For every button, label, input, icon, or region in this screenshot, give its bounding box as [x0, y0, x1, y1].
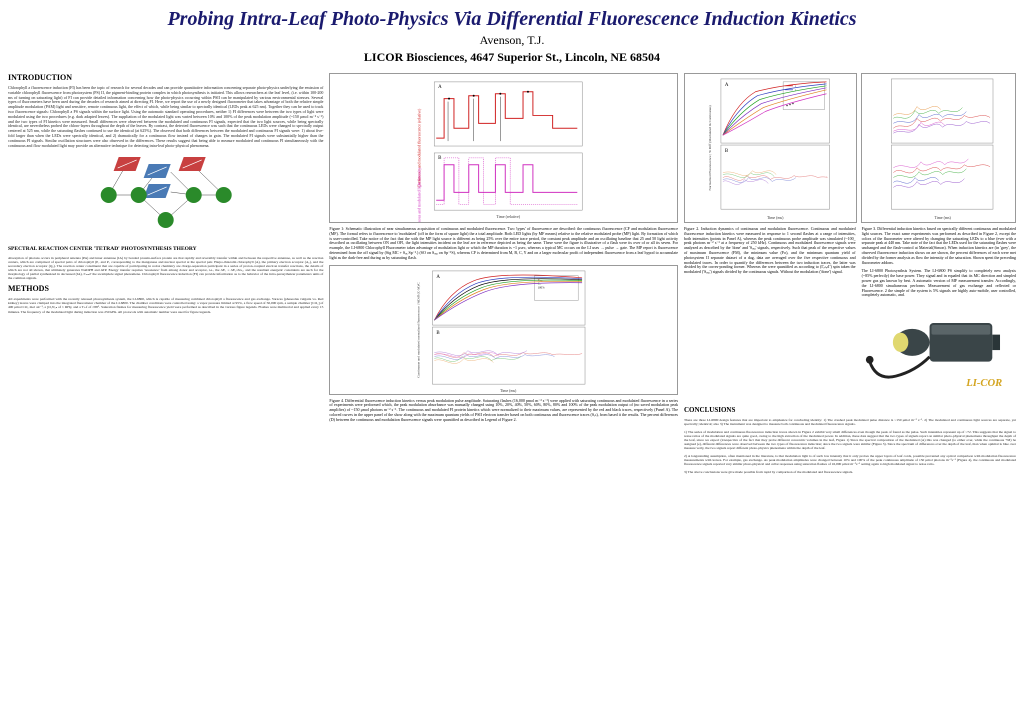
column-2: Continuous and modulated fluorescence (r…: [329, 73, 678, 712]
figure-3-caption: Figure 3. Differential induction kinetic…: [862, 227, 1016, 265]
svg-text:Time (ms): Time (ms): [934, 215, 951, 220]
figure-4-caption: Figure 4. Differential fluorescence indu…: [329, 399, 678, 423]
spectral-heading: SPECTRAL REACTION CENTER 'TETRAD' PHOTOS…: [8, 246, 323, 252]
figure-4-chart: Continuous and modulated normalized fluo…: [329, 265, 678, 395]
svg-text:Continuous and modulated norma: Continuous and modulated normalized fluo…: [417, 281, 421, 377]
column-1: INTRODUCTION Chlorophyll a fluorescence …: [8, 73, 323, 712]
licor-instrument-image: LI-COR: [862, 302, 1016, 402]
svg-text:A: A: [437, 274, 441, 279]
conclusions-text: There are three LI-6800 design features …: [684, 418, 1016, 474]
licor-brand-text: LI-COR: [965, 378, 1002, 389]
intro-heading: INTRODUCTION: [8, 73, 323, 82]
svg-text:Normalized Fluorescence | % Di: Normalized Fluorescence | % Diff (Modula…: [708, 105, 712, 190]
svg-text:Continuous and modulated light: Continuous and modulated light intensity: [417, 168, 422, 222]
methods-heading: METHODS: [8, 284, 323, 293]
conclusions-heading: CONCLUSIONS: [684, 406, 1016, 414]
figure-2-chart: Normalized Fluorescence | % Diff (Modula…: [684, 73, 857, 223]
methods-text: All experiments were performed with the …: [8, 297, 323, 313]
figure-2-caption: Figure 2. Induction dynamics of continuo…: [684, 227, 856, 402]
figure-1-chart: Continuous and modulated fluorescence (r…: [329, 73, 678, 223]
licor-caption: The LI-6800 Photosynthsis System. The LI…: [862, 269, 1016, 298]
figure-1-caption: Figure 1: Schematic illustration of near…: [329, 227, 678, 261]
poster-affiliation: LICOR Biosciences, 4647 Superior St., Li…: [0, 50, 1024, 65]
figure-3-chart: Time (ms): [861, 73, 1016, 223]
spectral-text: Absorption of photons occurs in peripher…: [8, 256, 323, 280]
svg-text:Time (relative): Time (relative): [497, 214, 521, 219]
column-3: Normalized Fluorescence | % Diff (Modula…: [684, 73, 1016, 712]
svg-text:A: A: [725, 83, 729, 88]
poster-columns: INTRODUCTION Chlorophyll a fluorescence …: [0, 69, 1024, 716]
reaction-center-diagram: [8, 152, 323, 242]
poster-title: Probing Intra-Leaf Photo-Physics Via Dif…: [0, 8, 1024, 31]
svg-text:100%: 100%: [538, 285, 545, 289]
poster-header: Probing Intra-Leaf Photo-Physics Via Dif…: [0, 0, 1024, 69]
intro-text: Chlorophyll a fluorescence induction (FI…: [8, 86, 323, 148]
svg-text:A: A: [439, 85, 443, 90]
svg-text:Time (ms): Time (ms): [767, 215, 784, 220]
svg-text:Time (ms): Time (ms): [500, 388, 517, 393]
poster-authors: Avenson, T.J.: [0, 33, 1024, 48]
